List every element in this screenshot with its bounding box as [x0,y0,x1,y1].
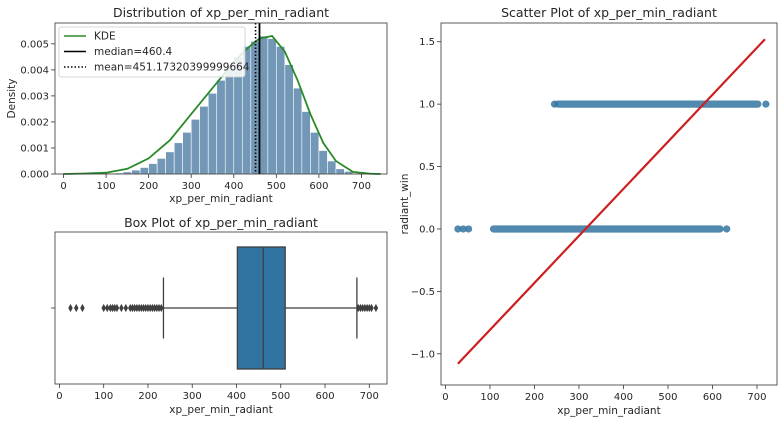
histogram-bar [173,142,183,175]
y-axis-title: Density [6,79,18,119]
box-iqr [236,246,286,370]
outlier-marker [373,303,379,313]
chart-title: Scatter Plot of xp_per_min_radiant [501,5,717,20]
x-axis-title: xp_per_min_radiant [169,404,272,416]
outlier-marker [123,303,129,313]
x-tick-label: 400 [224,181,243,192]
y-tick-label: 0.0 [419,224,435,235]
outlier-marker [119,303,124,313]
x-tick-label: 100 [97,181,116,192]
histogram-bar [207,92,218,175]
outlier-marker [80,303,85,313]
histogram-bar [165,151,175,175]
scatter-point-band [489,225,724,233]
y-tick-label: 1.5 [419,37,435,48]
histogram-bar [293,87,303,175]
outlier-marker [114,303,120,313]
histogram-bar [267,38,277,175]
histogram-panel: 0 100 200 300 400 500 600 700 0.000 0.001 0.002 0.0… [6,5,388,205]
kde-line [63,35,381,175]
plot-frame [54,231,388,385]
scatter-point [454,225,462,233]
histogram-bar [182,132,192,175]
x-tick-label: 300 [182,181,201,192]
scatter-point-band [554,100,762,108]
histogram-bar [335,168,345,175]
histogram-bar [301,111,311,175]
histogram-bar [259,35,269,175]
y-tick-label: 0.5 [419,162,435,173]
histogram-bar [216,79,226,175]
plot-frame [440,22,778,386]
x-tick-label: 0 [442,392,448,403]
boxplot-panel: 0 100 200 300 400 500 600 700 Box Plot of xp_per… [51,215,388,416]
outlier-marker [369,303,374,313]
x-tick-label: 300 [569,392,588,403]
outlier-marker [74,303,79,313]
histogram-bar [224,66,235,175]
x-tick-label: 200 [139,181,158,192]
x-tick-label: 100 [94,391,113,402]
outlier-marker [101,303,106,313]
y-tick-label: 0.004 [20,65,49,76]
legend-label: median=460.4 [94,46,173,58]
histogram-bar [318,150,328,175]
y-tick-label: 0.002 [20,117,49,128]
x-tick-label: 300 [183,391,202,402]
x-tick-label: 600 [703,392,722,403]
x-axis-title: xp_per_min_radiant [557,405,660,417]
histogram-bar [284,64,294,175]
y-tick-label: 0.005 [20,39,49,50]
x-tick-label: 400 [227,391,246,402]
x-tick-label: 500 [267,181,286,192]
scatter-point [459,225,467,233]
scatter-point [550,100,559,108]
x-tick-label: 100 [480,392,499,403]
y-axis-title: radiant_win [399,174,411,235]
scatter-point [723,225,731,233]
histogram-bar [139,167,149,175]
x-tick-label: 600 [315,391,334,402]
y-tick-label: 0.000 [20,170,49,181]
y-tick-label: 1.0 [419,100,435,111]
plot-frame [54,22,388,175]
x-tick-label: 600 [309,181,328,192]
y-tick-label: −0.5 [411,287,435,298]
histogram-bar [276,46,286,175]
legend-box [58,26,246,78]
outlier-marker [68,303,73,313]
legend-label: mean=451.17320399999664 [94,62,250,74]
histogram-bar [131,169,141,175]
regression-line [457,38,766,365]
x-axis-title: xp_per_min_radiant [169,193,272,205]
histogram-bar [310,132,320,175]
x-tick-label: 0 [60,181,66,192]
x-tick-label: 200 [525,392,544,403]
outlier-marker [104,303,110,313]
histogram-bar [156,158,166,175]
histogram-bar [190,119,201,175]
scatter-panel: 0 100 200 300 400 500 600 700 −1.0 −0.5 0.0 0.5 1.0 1… [399,5,778,417]
x-tick-label: 200 [138,391,157,402]
histogram-bar [199,106,209,175]
x-tick-label: 700 [360,391,379,402]
chart-title: Box Plot of xp_per_min_radiant [124,215,318,230]
x-tick-label: 700 [352,181,371,192]
x-tick-label: 500 [658,392,677,403]
histogram-bar [327,160,337,175]
chart-title: Distribution of xp_per_min_radiant [113,5,329,20]
scatter-point [464,225,473,233]
x-tick-label: 0 [56,391,62,402]
outlier-marker [159,303,164,313]
x-tick-label: 500 [271,391,290,402]
x-tick-label: 400 [614,392,633,403]
scatter-point [762,100,770,108]
y-tick-label: 0.003 [20,91,49,102]
histogram-bar [148,163,158,175]
legend-label: KDE [94,31,116,43]
y-tick-label: 0.001 [20,143,49,154]
x-tick-label: 700 [747,392,766,403]
y-tick-label: −1.0 [411,349,435,360]
